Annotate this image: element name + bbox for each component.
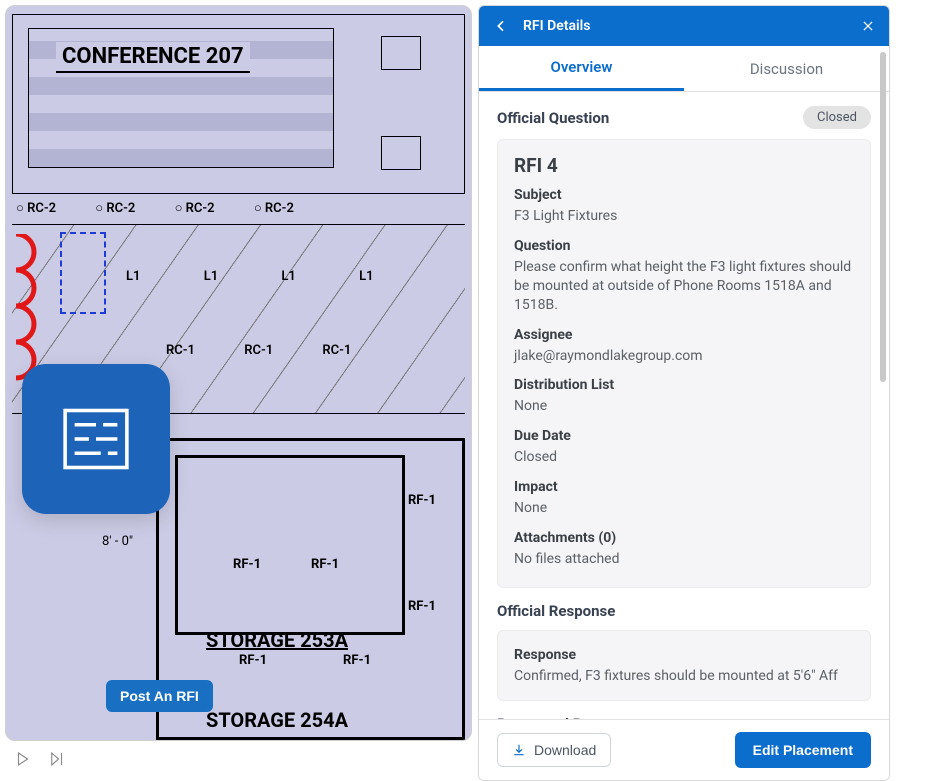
panel-body[interactable]: Official Question Closed RFI 4 Subject F…	[479, 92, 889, 719]
subject-label: Subject	[514, 187, 854, 203]
feature-icon-badge	[22, 364, 170, 514]
rfi-details-panel: RFI Details Overview Discussion Official…	[478, 5, 890, 781]
question-value: Please confirm what height the F3 light …	[514, 258, 854, 315]
red-scallops	[12, 234, 48, 384]
assignee-value: jlake@raymondlakegroup.com	[514, 347, 854, 366]
l1-row: L1 L1 L1 L1	[126, 269, 434, 284]
status-badge: Closed	[803, 106, 871, 129]
attachments-label: Attachments (0)	[514, 530, 854, 546]
download-button[interactable]: Download	[497, 733, 611, 767]
back-icon[interactable]	[493, 18, 509, 34]
impact-value: None	[514, 499, 854, 518]
document-lines-icon	[58, 401, 134, 477]
response-label: Response	[514, 647, 854, 663]
attachments-value: No files attached	[514, 550, 854, 569]
blueprint-viewport[interactable]: CONFERENCE 207 ○ RC-2 ○ RC-2 ○ RC-2 ○ RC…	[5, 5, 472, 741]
scrollbar[interactable]	[880, 52, 886, 382]
official-response-heading: Official Response	[497, 602, 871, 620]
official-question-heading: Official Question	[497, 109, 609, 127]
due-date-label: Due Date	[514, 428, 854, 444]
distribution-label: Distribution List	[514, 377, 854, 393]
response-card: Response Confirmed, F3 fixtures should b…	[497, 630, 871, 701]
post-rfi-button[interactable]: Post An RFI	[106, 680, 213, 712]
blue-dashed-selection	[60, 232, 106, 314]
edit-placement-button[interactable]: Edit Placement	[735, 732, 871, 768]
room-label-conference: CONFERENCE 207	[56, 42, 250, 73]
tab-overview[interactable]: Overview	[479, 46, 684, 91]
play-icon[interactable]	[14, 750, 32, 772]
distribution-value: None	[514, 397, 854, 416]
room-label-storage254a: STORAGE 254A	[206, 708, 348, 732]
close-icon[interactable]	[861, 19, 875, 33]
rc1-row: RC-1 RC-1 RC-1	[166, 343, 397, 358]
panel-title: RFI Details	[523, 18, 590, 34]
tab-discussion[interactable]: Discussion	[684, 46, 889, 91]
rc2-row: ○ RC-2 ○ RC-2 ○ RC-2 ○ RC-2	[16, 200, 465, 216]
question-label: Question	[514, 238, 854, 254]
subject-value: F3 Light Fixtures	[514, 207, 854, 226]
rfi-heading: RFI 4	[514, 154, 854, 177]
impact-label: Impact	[514, 479, 854, 495]
room-label-storage253a: STORAGE 253A	[206, 628, 348, 652]
download-icon	[512, 743, 526, 757]
step-forward-icon[interactable]	[48, 750, 66, 772]
assignee-label: Assignee	[514, 327, 854, 343]
due-date-value: Closed	[514, 448, 854, 467]
playbar	[0, 741, 472, 781]
question-card: RFI 4 Subject F3 Light Fixtures Question…	[497, 139, 871, 588]
download-label: Download	[534, 742, 596, 758]
response-value: Confirmed, F3 fixtures should be mounted…	[514, 667, 854, 686]
dimension-text: 8' - 0"	[102, 534, 133, 549]
